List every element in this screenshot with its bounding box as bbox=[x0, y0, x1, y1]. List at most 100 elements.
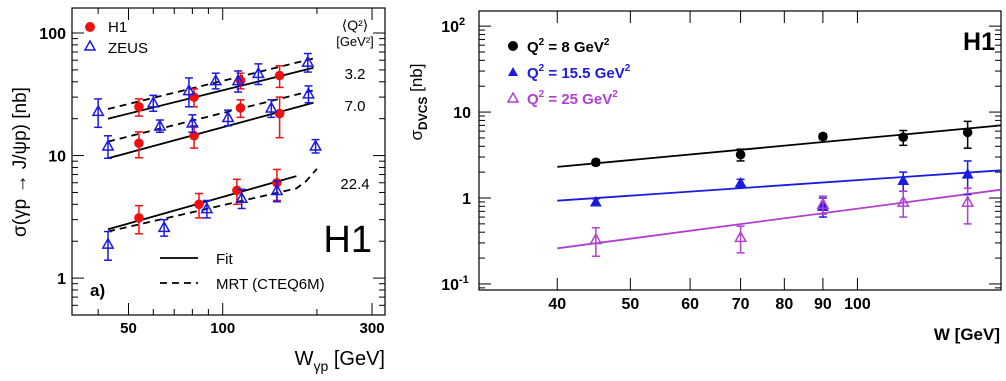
x-tick-label: 90 bbox=[814, 296, 832, 313]
q2-value-1: 3.2 bbox=[345, 66, 366, 83]
y-tick-label: 10 bbox=[48, 149, 66, 166]
left-y-axis-label: σ(γp → J/ψp) [nb] bbox=[10, 87, 31, 237]
right-tick-marks bbox=[479, 11, 1001, 290]
x-tick-label: 50 bbox=[120, 320, 137, 337]
data-point-h1 bbox=[134, 138, 144, 149]
right-h1-logo: H1 bbox=[963, 28, 995, 56]
data-point-series-1 bbox=[734, 176, 747, 188]
y-tick-label: 1 bbox=[462, 191, 471, 208]
q2-value-2: 7.0 bbox=[345, 98, 366, 115]
data-point-h1 bbox=[274, 70, 285, 81]
left-tick-labels: 50 100 300 1 10 100 bbox=[39, 26, 384, 337]
x-tick-label: 300 bbox=[360, 320, 385, 337]
y-tick-exponent: -1 bbox=[459, 274, 469, 286]
x-tick-label: 100 bbox=[210, 320, 235, 337]
right-data-points bbox=[589, 120, 975, 257]
data-point-series-0 bbox=[962, 127, 973, 138]
q2-header: ⟨Q²⟩ bbox=[342, 17, 368, 33]
data-point-h1 bbox=[232, 185, 242, 196]
legend-marker-q2-15 bbox=[508, 67, 518, 76]
data-point-zeus bbox=[182, 83, 196, 96]
data-point-series-2 bbox=[961, 195, 975, 207]
data-point-zeus bbox=[264, 101, 278, 113]
data-point-series-0 bbox=[818, 131, 828, 142]
data-point-zeus bbox=[270, 183, 284, 196]
data-point-zeus bbox=[301, 55, 315, 67]
data-point-series-0 bbox=[898, 132, 909, 142]
left-data-points bbox=[91, 52, 323, 261]
data-point-zeus bbox=[221, 110, 235, 123]
legend-label-q2-25: Q2 = 25 GeV2 bbox=[527, 89, 618, 108]
x-tick-label: 70 bbox=[732, 296, 750, 313]
data-point-zeus bbox=[157, 220, 171, 233]
fit-line-1 bbox=[557, 169, 1002, 202]
data-point-zeus bbox=[309, 139, 323, 151]
data-point-zeus bbox=[209, 73, 223, 86]
data-point-series-1 bbox=[897, 174, 910, 186]
data-point-zeus bbox=[302, 86, 315, 99]
legend-label-q2-15: Q2 = 15.5 GeV2 bbox=[527, 63, 631, 82]
left-tick-marks bbox=[72, 8, 385, 316]
mrt-line-q2-22.4 bbox=[107, 168, 318, 233]
data-point-zeus bbox=[235, 191, 249, 203]
q2-value-3: 22.4 bbox=[340, 176, 369, 193]
right-fit-lines bbox=[557, 124, 1002, 250]
data-point-zeus bbox=[200, 201, 214, 214]
y-tick-label: 10 bbox=[441, 19, 459, 36]
y-tick-label: 10 bbox=[441, 277, 459, 294]
data-point-series-0 bbox=[735, 149, 746, 160]
fit-line-2 bbox=[557, 188, 1002, 250]
legend-mrt-label: MRT (CTEQ6M) bbox=[216, 276, 325, 293]
panel-label-a: a) bbox=[90, 281, 105, 300]
data-point-series-0 bbox=[591, 157, 601, 168]
y-tick-exponent: 2 bbox=[459, 16, 465, 28]
data-point-zeus bbox=[91, 104, 105, 117]
data-point-h1 bbox=[134, 101, 144, 112]
x-tick-label: 80 bbox=[775, 296, 793, 313]
data-point-h1 bbox=[134, 213, 144, 223]
legend-label-zeus: ZEUS bbox=[108, 40, 148, 57]
y-tick-label: 1 bbox=[57, 271, 66, 288]
data-point-zeus bbox=[146, 95, 160, 108]
fit-line-0 bbox=[557, 124, 1002, 168]
data-point-series-2 bbox=[734, 230, 748, 243]
data-point-zeus bbox=[101, 237, 115, 249]
data-point-series-2 bbox=[589, 232, 603, 245]
legend-marker-q2-8 bbox=[508, 41, 518, 51]
data-point-h1 bbox=[274, 108, 285, 119]
data-point-zeus bbox=[153, 119, 167, 131]
q2-unit: [GeV²] bbox=[336, 34, 374, 49]
legend-label-q2-8: Q2 = 8 GeV2 bbox=[527, 37, 610, 56]
panel-left: 50 100 300 1 10 100 H1 ZEUS ⟨Q²⟩ [GeV²] 3.2 7… bbox=[10, 7, 386, 374]
x-tick-label: 60 bbox=[681, 296, 699, 313]
x-tick-label: 40 bbox=[548, 296, 566, 313]
left-h1-logo: H1 bbox=[323, 219, 372, 261]
left-x-axis-label: Wγp [GeV] bbox=[295, 348, 385, 374]
legend-label-h1: H1 bbox=[108, 19, 127, 36]
y-tick-label: 100 bbox=[39, 26, 66, 43]
data-point-series-2 bbox=[896, 195, 910, 207]
data-point-zeus bbox=[251, 66, 265, 79]
data-point-series-1 bbox=[961, 168, 974, 179]
right-y-axis-label: σDVCS [nb] bbox=[407, 64, 430, 141]
legend-marker-zeus bbox=[83, 39, 97, 51]
legend-marker-h1 bbox=[85, 22, 95, 32]
right-x-axis-label: W [GeV] bbox=[934, 325, 1000, 344]
y-tick-label: 10 bbox=[453, 105, 471, 122]
left-plot-frame bbox=[71, 7, 386, 316]
legend-marker-q2-25 bbox=[506, 91, 520, 103]
data-point-h1 bbox=[194, 199, 204, 210]
x-tick-label: 50 bbox=[621, 296, 639, 313]
data-point-series-2 bbox=[816, 197, 830, 209]
data-point-zeus bbox=[101, 139, 115, 151]
data-point-zeus bbox=[231, 73, 245, 86]
data-point-h1 bbox=[235, 103, 246, 113]
x-tick-label: 100 bbox=[844, 296, 871, 313]
data-point-series-1 bbox=[589, 195, 602, 207]
data-point-h1 bbox=[189, 130, 199, 141]
data-point-zeus bbox=[185, 116, 199, 128]
legend-fit-label: Fit bbox=[216, 251, 233, 268]
